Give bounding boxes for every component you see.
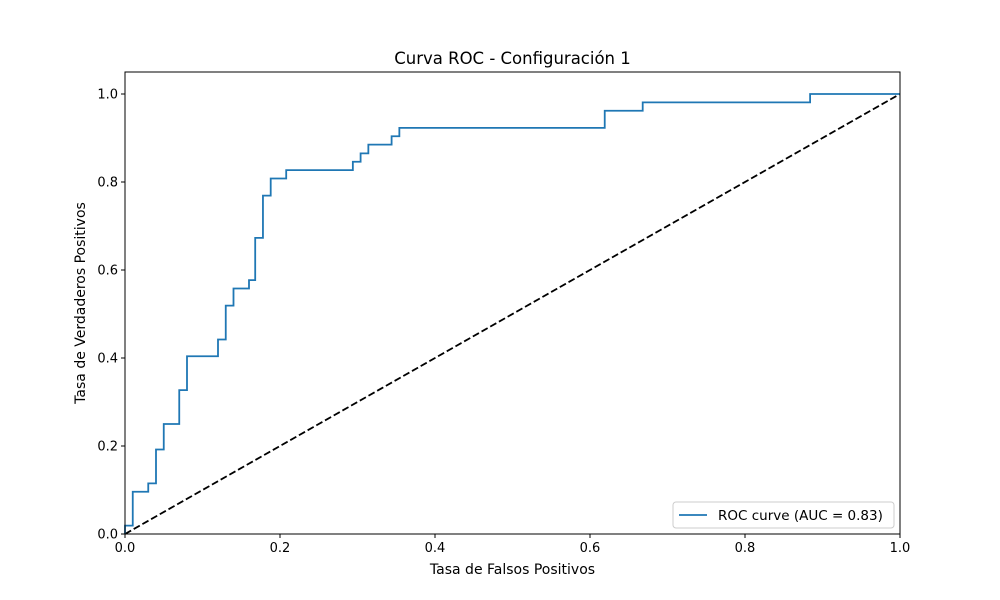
plot-area xyxy=(124,93,901,535)
x-tick-label: 0.2 xyxy=(270,541,291,556)
axis-ticks: 0.0 0.2 0.4 0.6 0.8 1.0 0.0 0.2 0.4 0.6 0.8 1.0 xyxy=(97,88,910,557)
legend-box xyxy=(672,501,895,529)
x-tick-label: 0.0 xyxy=(115,541,136,556)
axes-frame xyxy=(124,71,901,535)
x-tick-label: 1.0 xyxy=(890,541,911,556)
y-tick-label: 0.2 xyxy=(97,440,118,455)
x-tick-label: 0.8 xyxy=(735,541,756,556)
y-tick-label: 1.0 xyxy=(97,88,118,103)
y-axis-label: Tasa de Verdaderos Positivos xyxy=(73,202,89,405)
x-tick-label: 0.6 xyxy=(580,541,601,556)
random-classifier-diagonal xyxy=(124,93,901,535)
legend: ROC curve (AUC = 0.83) xyxy=(672,501,895,529)
x-axis-label: Tasa de Falsos Positivos xyxy=(429,562,595,578)
chart-title: Curva ROC - Configuración 1 xyxy=(394,49,631,68)
y-tick-label: 0.0 xyxy=(97,528,118,543)
roc-curve-line xyxy=(124,93,900,534)
x-tick-label: 0.4 xyxy=(425,541,446,556)
y-tick-label: 0.8 xyxy=(97,176,118,191)
y-tick-label: 0.4 xyxy=(97,352,118,367)
y-tick-label: 0.6 xyxy=(97,264,118,279)
legend-label-roc: ROC curve (AUC = 0.83) xyxy=(718,508,883,524)
